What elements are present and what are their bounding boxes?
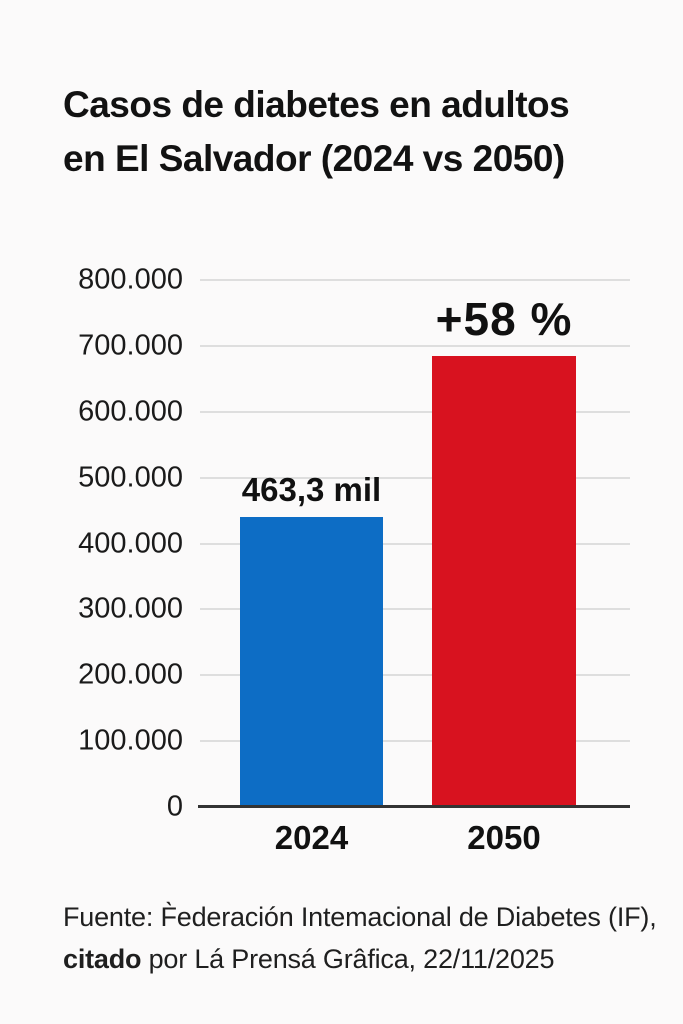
y-axis-tick-label-300.000: 300.000	[78, 592, 183, 625]
y-axis-tick-label-600.000: 600.000	[78, 395, 183, 428]
y-axis-tick-label-200.000: 200.000	[78, 658, 183, 691]
gridline-500.000	[200, 477, 630, 479]
source-line2-rest: por Lá Prensá Grâfica, 22/11/2025	[141, 944, 555, 974]
bar-2050: +58 %	[432, 293, 576, 807]
plot-area: 463,3 mil 2024 +58 % 2050 0 100.000 200.00…	[78, 264, 630, 856]
gridline-200.000	[200, 674, 630, 676]
gridline-300.000	[200, 608, 630, 610]
y-axis-tick-label-0: 0	[166, 790, 183, 823]
y-axis-tick-label-500.000: 500.000	[78, 461, 183, 494]
chart-title-line2: en El Salvador (2024 vs 2050)	[63, 138, 565, 179]
y-axis-tick-label-800.000: 800.000	[78, 263, 183, 296]
bar-group-2024: 463,3 mil 2024	[240, 280, 383, 856]
bar-2024: 463,3 mil	[240, 471, 383, 807]
y-axis-tick-label-100.000: 100.000	[78, 724, 183, 757]
source-line2: citado por Lá Prensá Grâfica, 22/11/2025	[63, 938, 663, 980]
pct-change-label-2050: +58 %	[435, 293, 573, 345]
bar-value-label-2024: 463,3 mil	[241, 471, 382, 508]
source-note: Fuente: F̀ederación Intemacional de Diab…	[63, 896, 663, 980]
gridline-800.000	[200, 279, 630, 281]
gridline-100.000	[200, 740, 630, 742]
gridline-700.000	[200, 345, 630, 347]
gridline-600.000	[200, 411, 630, 413]
source-line1: Fuente: F̀ederación Intemacional de Diab…	[63, 902, 657, 932]
bar-group-2050: +58 % 2050	[432, 280, 576, 856]
chart-title-line1: Casos de diabetes en adultos	[63, 84, 570, 125]
x-axis-baseline	[198, 805, 630, 808]
x-axis-label-2024: 2024	[274, 819, 349, 856]
gridline-400.000	[200, 543, 630, 545]
chart-title: Casos de diabetes en adultos en El Salva…	[63, 78, 663, 186]
y-axis-tick-label-700.000: 700.000	[78, 329, 183, 362]
source-citado: citado	[63, 944, 142, 974]
y-axis-tick-label-400.000: 400.000	[78, 527, 183, 560]
x-axis-label-2050: 2050	[467, 819, 541, 856]
